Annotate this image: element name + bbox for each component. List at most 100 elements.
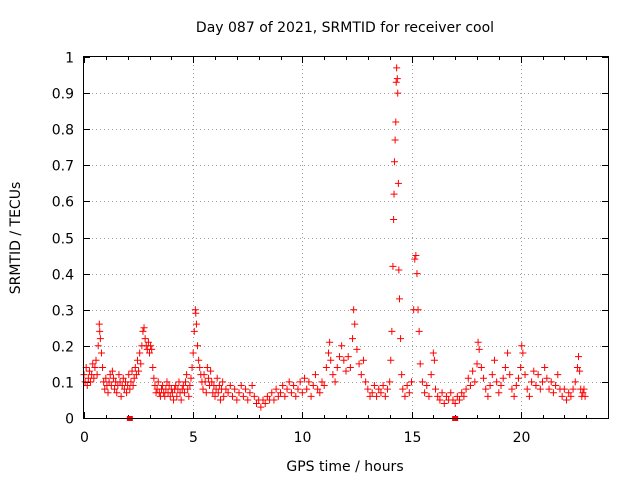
data-point-marker — [403, 382, 411, 390]
data-point-marker — [415, 327, 423, 335]
data-point-marker — [222, 385, 230, 393]
data-point-marker — [163, 378, 171, 386]
data-point-marker — [137, 360, 145, 368]
data-point-marker — [147, 342, 155, 350]
data-point-marker — [192, 320, 200, 328]
data-point-marker — [466, 382, 474, 390]
data-point-marker — [314, 385, 322, 393]
data-point-marker — [453, 392, 461, 400]
data-point-marker — [316, 389, 324, 397]
x-tick-label: 20 — [513, 430, 531, 446]
data-point-marker — [211, 392, 219, 400]
data-point-marker — [113, 389, 121, 397]
y-tick-label: 0.4 — [52, 268, 74, 284]
data-point-marker — [379, 382, 387, 390]
data-point-marker — [390, 190, 398, 198]
data-point-marker — [579, 389, 587, 397]
data-point-marker — [449, 396, 457, 404]
data-point-marker — [573, 363, 581, 371]
data-point-marker — [528, 378, 536, 386]
data-point-marker — [125, 371, 133, 379]
data-point-marker — [199, 385, 207, 393]
data-point-marker — [166, 392, 174, 400]
data-point-marker — [525, 392, 533, 400]
data-point-marker — [401, 392, 409, 400]
data-point-marker — [549, 389, 557, 397]
data-point-marker — [530, 367, 538, 375]
y-tick-label: 0 — [65, 412, 74, 428]
data-point-marker — [411, 255, 419, 263]
data-point-marker — [177, 396, 185, 404]
data-point-marker — [303, 385, 311, 393]
data-point-marker — [119, 374, 127, 382]
data-point-marker — [383, 385, 391, 393]
data-point-marker — [359, 356, 367, 364]
data-point-marker — [429, 349, 437, 357]
data-point-marker — [333, 363, 341, 371]
data-point-marker — [480, 374, 488, 382]
data-point-marker — [287, 389, 295, 397]
data-point-marker — [322, 363, 330, 371]
y-axis-label: SRMTID / TECUs — [8, 182, 24, 295]
data-point-marker — [239, 392, 247, 400]
data-point-marker — [474, 338, 482, 346]
data-point-marker — [175, 378, 183, 386]
data-point-marker — [150, 374, 158, 382]
data-point-marker — [539, 378, 546, 386]
data-point-marker — [90, 374, 98, 382]
data-point-marker — [405, 389, 413, 397]
data-point-marker — [123, 389, 131, 397]
data-point-marker — [309, 382, 317, 390]
data-point-marker — [268, 389, 276, 397]
data-point-marker — [144, 338, 152, 346]
data-point-marker — [279, 382, 287, 390]
data-point-marker — [471, 378, 479, 386]
data-point-marker — [168, 389, 176, 397]
data-point-marker — [281, 392, 289, 400]
data-point-marker — [416, 360, 424, 368]
data-point-marker — [477, 363, 485, 371]
data-point-marker — [186, 382, 194, 390]
y-tick-label: 0.7 — [52, 159, 74, 175]
data-point-marker — [519, 349, 527, 357]
data-point-marker — [95, 320, 103, 328]
data-point-marker — [194, 342, 202, 350]
data-point-marker — [182, 378, 190, 386]
data-point-marker — [558, 392, 566, 400]
data-point-marker — [521, 371, 529, 379]
data-point-marker — [413, 270, 421, 278]
data-point-marker — [159, 382, 167, 390]
data-point-marker — [305, 378, 313, 386]
data-point-marker — [184, 385, 192, 393]
data-point-marker — [368, 389, 376, 397]
data-point-marker — [203, 363, 211, 371]
data-point-marker — [298, 389, 306, 397]
data-point-marker — [325, 349, 333, 357]
data-point-marker — [464, 374, 472, 382]
data-point-marker — [244, 396, 252, 404]
data-point-marker — [96, 335, 104, 343]
data-point-marker — [576, 367, 584, 375]
data-point-marker — [414, 306, 422, 314]
data-point-marker — [242, 385, 250, 393]
data-point-marker — [290, 382, 298, 390]
data-point-marker — [97, 349, 105, 357]
x-tick-label: 15 — [404, 430, 422, 446]
data-point-marker — [331, 378, 339, 386]
data-point-marker — [235, 389, 243, 397]
data-point-marker — [318, 378, 326, 386]
data-point-marker — [320, 382, 328, 390]
plot-frame — [83, 56, 609, 419]
data-point-marker — [83, 382, 91, 390]
y-tick-label: 0.2 — [52, 340, 74, 356]
data-point-marker — [338, 342, 346, 350]
data-point-marker — [508, 385, 516, 393]
data-point-marker — [436, 396, 444, 404]
data-point-marker — [226, 382, 234, 390]
data-point-marker — [418, 378, 426, 386]
data-point-marker — [423, 382, 431, 390]
data-point-marker — [392, 78, 400, 86]
data-point-marker — [101, 385, 109, 393]
data-point-marker — [565, 389, 573, 397]
data-point-marker — [510, 392, 518, 400]
